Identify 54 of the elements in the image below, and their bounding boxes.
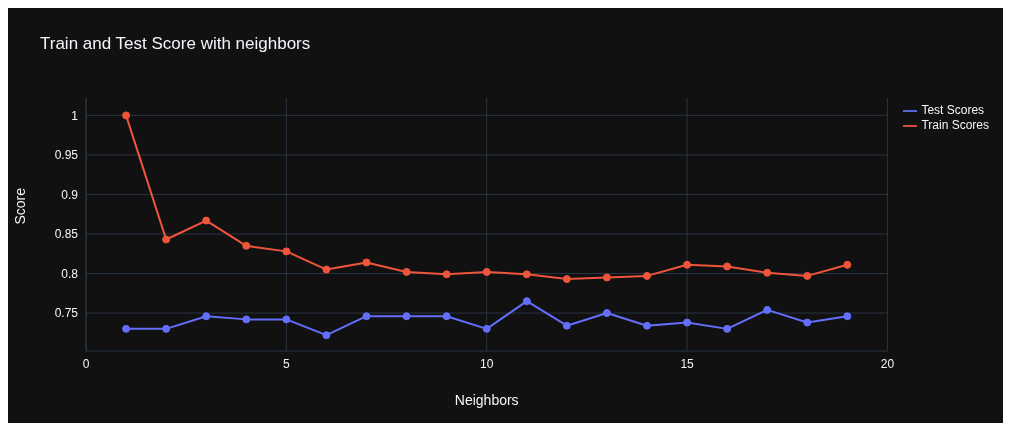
point <box>282 315 291 324</box>
point <box>683 260 692 269</box>
y-tick-label: 0.75 <box>54 306 79 321</box>
y-tick-label: 0.8 <box>61 266 79 281</box>
point <box>763 305 772 314</box>
point <box>643 271 651 280</box>
point <box>723 324 732 333</box>
y-tick-label: 0.95 <box>54 148 79 163</box>
point <box>482 324 491 333</box>
chart-title: Train and Test Score with neighbors <box>40 34 311 54</box>
point <box>442 312 451 321</box>
point <box>562 275 571 284</box>
point <box>402 267 411 276</box>
x-tick-label: 10 <box>480 356 494 371</box>
point <box>122 111 131 120</box>
y-axis-title: Score <box>11 187 28 225</box>
point <box>683 318 692 327</box>
x-tick-label: 20 <box>880 356 895 371</box>
point <box>202 216 211 225</box>
point <box>122 324 131 333</box>
point <box>482 267 491 276</box>
point <box>362 258 371 267</box>
legend-label: Train Scores <box>921 117 989 132</box>
point <box>322 331 331 340</box>
point <box>562 321 571 330</box>
y-tick-label: 1 <box>71 108 79 123</box>
point <box>763 268 772 277</box>
point <box>602 273 611 282</box>
point <box>442 270 451 279</box>
legend-label: Test Scores <box>921 103 985 117</box>
point <box>522 297 531 306</box>
point <box>162 324 171 333</box>
point <box>362 312 371 321</box>
x-tick-label: 5 <box>283 356 291 371</box>
point <box>202 312 211 321</box>
point <box>643 321 651 330</box>
x-tick-label: 15 <box>680 356 695 371</box>
x-axis-title: Neighbors <box>454 392 519 408</box>
point <box>162 235 171 244</box>
x-tick-label: 0 <box>82 356 90 371</box>
point <box>242 241 251 250</box>
y-tick-label: 0.85 <box>54 227 79 242</box>
point <box>322 265 331 274</box>
point <box>602 309 611 318</box>
y-tick-label: 0.9 <box>61 187 79 202</box>
point <box>402 312 411 321</box>
point <box>803 318 812 327</box>
point <box>843 312 852 321</box>
point <box>803 271 812 280</box>
point <box>723 262 732 271</box>
point <box>282 247 291 256</box>
point <box>242 315 251 324</box>
point <box>522 270 531 279</box>
point <box>843 260 852 269</box>
